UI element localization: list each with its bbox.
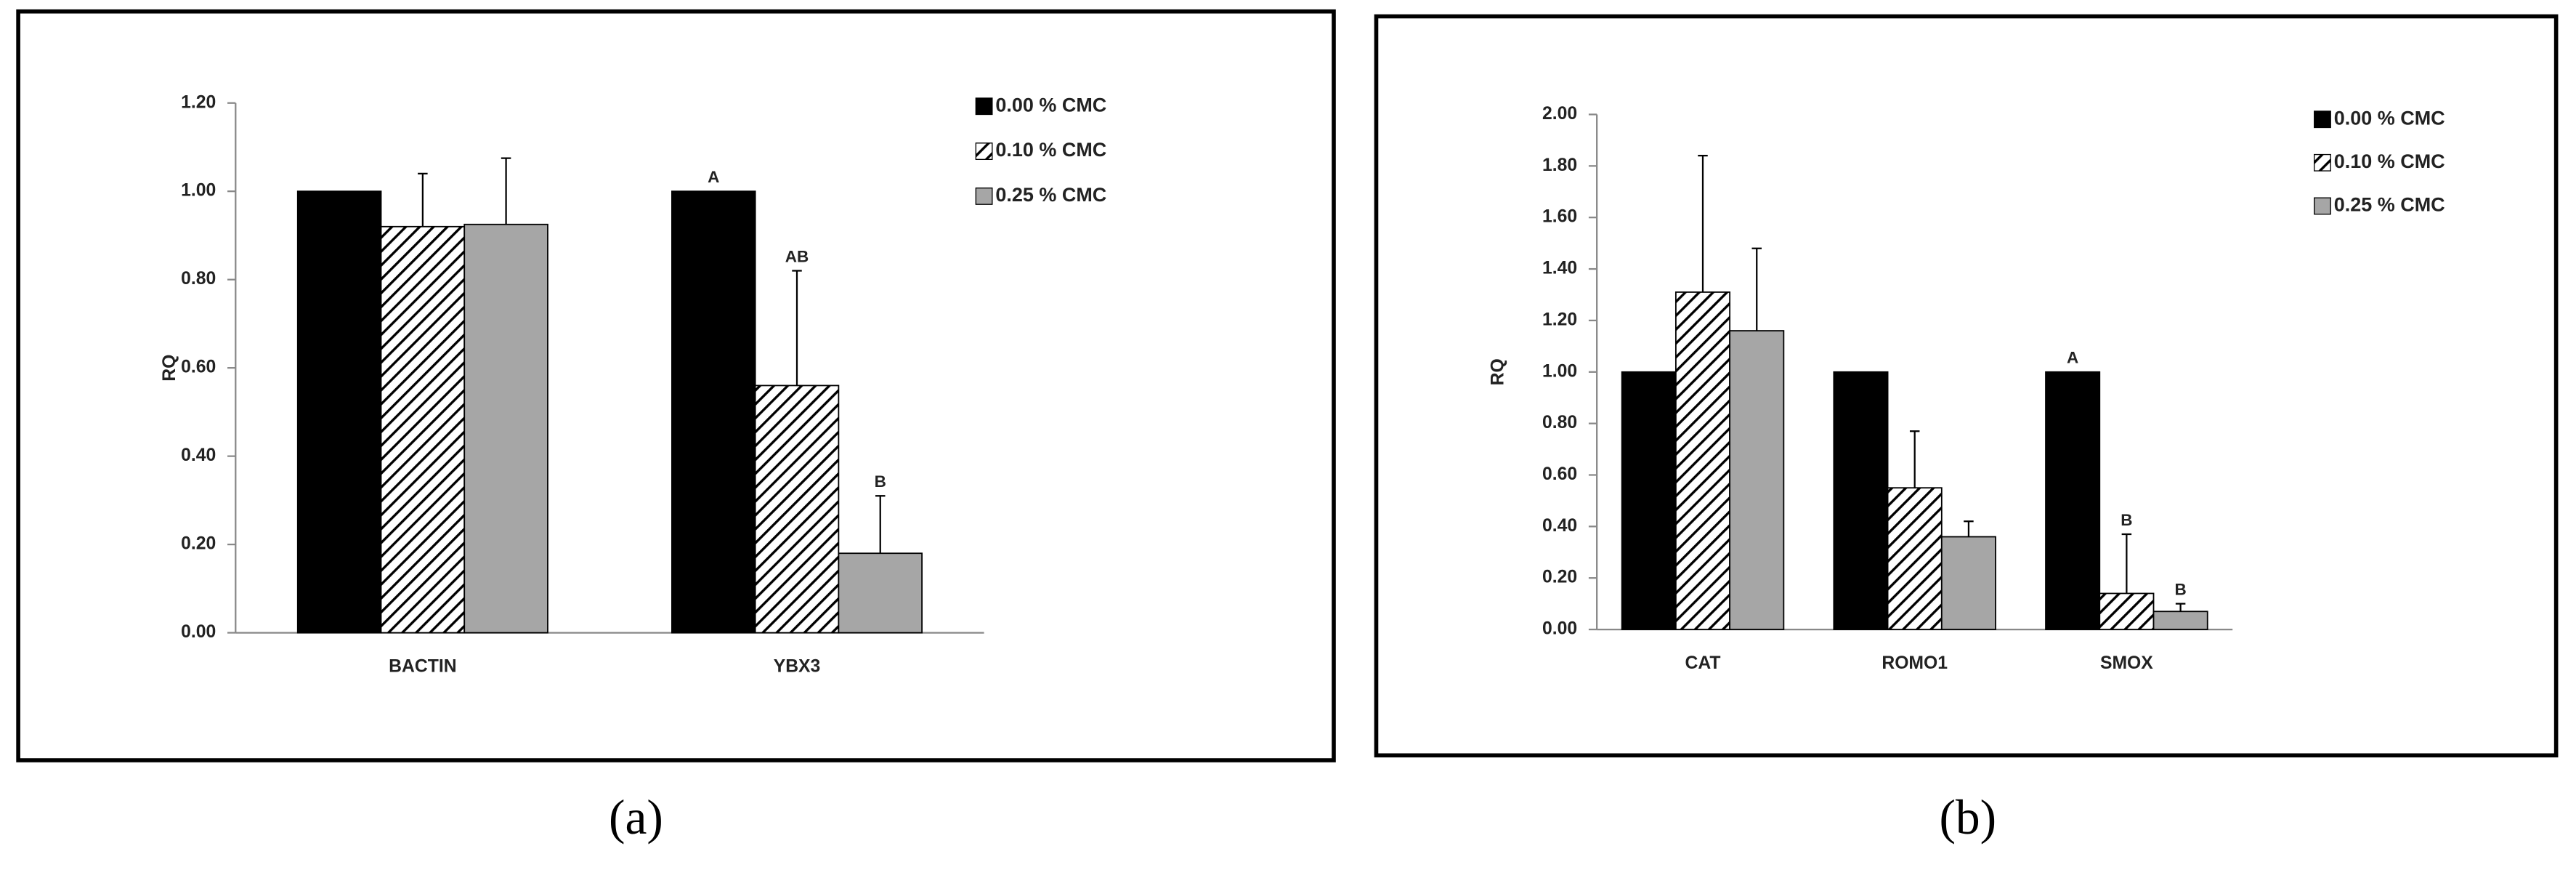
bar [1621, 371, 1677, 630]
y-tick-label: 0.20 [181, 534, 216, 554]
y-axis-label: RQ [1489, 358, 1508, 385]
error-bar [2121, 533, 2132, 594]
error-bar [1751, 247, 1762, 331]
panel-label: (a) [609, 790, 663, 845]
legend-label: 0.00 % CMC [995, 94, 1106, 116]
bar [380, 225, 466, 634]
bar [1674, 291, 1731, 630]
y-tick-label: 1.20 [1542, 310, 1577, 329]
y-tick-label: 0.20 [1542, 568, 1577, 587]
error-bar [792, 270, 802, 386]
panel-frame [16, 9, 1336, 762]
error-bar [1964, 520, 1974, 537]
bar [2099, 592, 2155, 630]
legend-label: 0.25 % CMC [2334, 194, 2445, 216]
y-tick-label: 0.00 [1542, 619, 1577, 639]
significance-label: B [2174, 581, 2186, 599]
y-tick-label: 0.00 [181, 622, 216, 642]
legend-swatch [975, 142, 993, 161]
legend-swatch [2314, 197, 2331, 215]
bar [296, 190, 382, 634]
bar [1887, 487, 1943, 630]
significance-label: AB [785, 247, 809, 265]
significance-label: B [2121, 511, 2132, 529]
y-tick-label: 2.00 [1542, 104, 1577, 124]
y-tick-label: 0.80 [1542, 413, 1577, 432]
bar [1833, 371, 1889, 630]
significance-label: A [708, 168, 719, 186]
bar [671, 190, 756, 634]
bar [463, 223, 548, 634]
legend-label: 0.10 % CMC [2334, 150, 2445, 172]
x-tick-label: SMOX [2100, 653, 2153, 673]
legend-swatch [975, 97, 993, 116]
y-tick-label: 1.00 [181, 181, 216, 201]
bar [2152, 611, 2208, 630]
x-tick-label: YBX3 [774, 656, 821, 676]
significance-label: B [875, 472, 886, 491]
panel-frame [1374, 14, 2559, 758]
error-bar [1698, 155, 1708, 292]
y-tick-label: 1.00 [1542, 361, 1577, 381]
y-tick-label: 0.40 [1542, 516, 1577, 536]
y-tick-label: 0.60 [1542, 464, 1577, 484]
error-bar [2175, 603, 2186, 612]
y-tick-label: 0.80 [181, 269, 216, 289]
bar [1729, 330, 1785, 630]
legend-label: 0.00 % CMC [2334, 107, 2445, 129]
legend-swatch [975, 188, 993, 205]
error-bar [1909, 430, 1920, 488]
legend-swatch [2314, 110, 2331, 129]
y-axis-label: RQ [160, 355, 179, 382]
legend-label: 0.10 % CMC [995, 139, 1106, 161]
y-tick-label: 1.20 [181, 92, 216, 112]
x-tick-label: CAT [1685, 653, 1721, 673]
bar [1940, 536, 1996, 630]
legend-swatch [2314, 153, 2331, 172]
error-bar [875, 495, 886, 554]
legend-label: 0.25 % CMC [995, 184, 1106, 206]
error-bar [418, 172, 428, 227]
y-tick-label: 1.80 [1542, 156, 1577, 175]
bar [838, 552, 923, 634]
error-bar [501, 157, 511, 225]
significance-label: A [2067, 349, 2078, 367]
bar [754, 384, 840, 634]
y-tick-label: 1.60 [1542, 207, 1577, 227]
y-tick-label: 0.60 [181, 358, 216, 377]
bar [2045, 371, 2101, 630]
x-tick-label: ROMO1 [1882, 653, 1948, 673]
y-tick-label: 1.40 [1542, 259, 1577, 278]
y-tick-label: 0.40 [181, 446, 216, 465]
x-tick-label: BACTIN [389, 656, 456, 676]
panel-label: (b) [1939, 790, 1996, 845]
